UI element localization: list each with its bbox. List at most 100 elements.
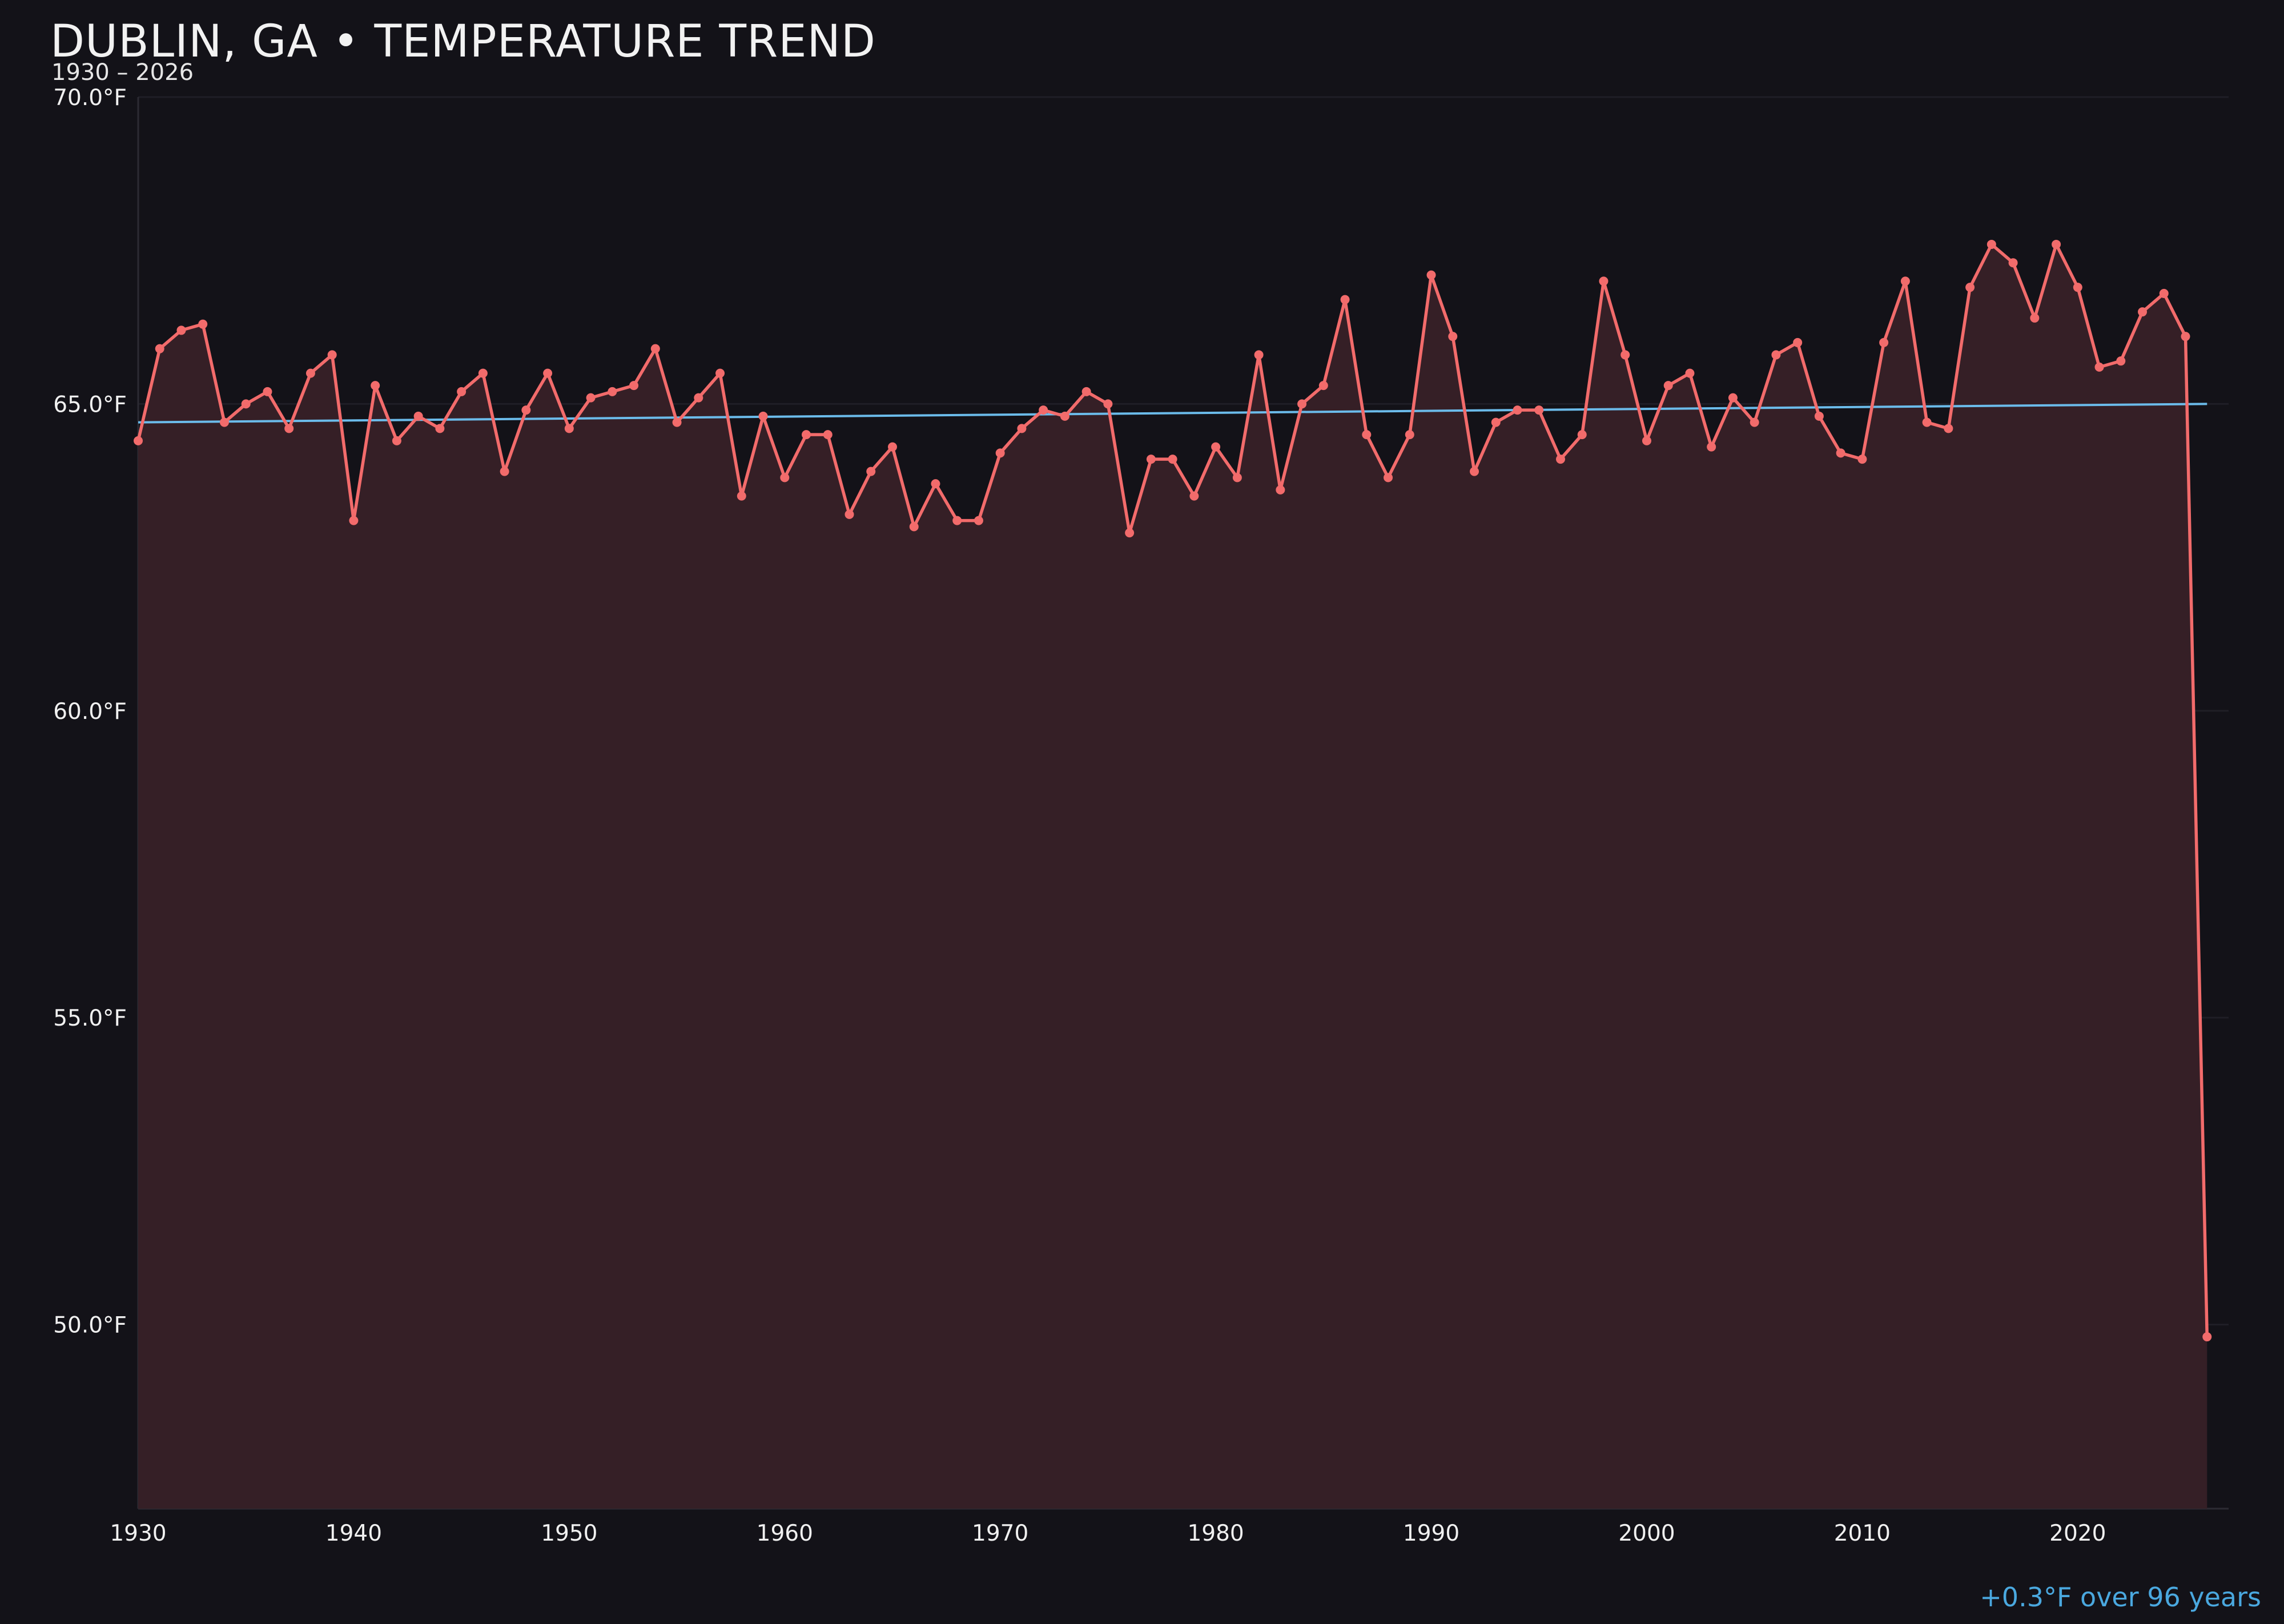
x-tick-label: 1940	[325, 1521, 382, 1546]
data-point	[845, 509, 854, 519]
data-point	[2159, 288, 2169, 298]
data-point	[1060, 411, 1069, 421]
data-point	[1103, 399, 1113, 409]
data-point	[1039, 405, 1048, 415]
data-point	[952, 516, 962, 525]
y-tick-label: 60.0°F	[53, 699, 127, 725]
x-tick-label: 1970	[972, 1521, 1028, 1546]
data-point	[823, 430, 833, 440]
data-point	[176, 325, 186, 335]
data-point	[241, 399, 251, 409]
data-point	[1340, 295, 1350, 304]
data-point	[1900, 276, 1910, 286]
data-point	[1987, 239, 1996, 249]
data-point	[1254, 350, 1264, 360]
series-area-fill	[138, 244, 2207, 1509]
data-point	[349, 516, 359, 525]
data-point	[672, 417, 682, 427]
data-point	[457, 387, 467, 396]
data-point	[1793, 337, 1803, 347]
data-point	[2138, 307, 2148, 317]
data-point	[1555, 455, 1565, 464]
data-point	[435, 424, 445, 433]
x-tick-label: 1930	[110, 1521, 166, 1546]
data-point	[1750, 417, 1759, 427]
data-point	[521, 405, 531, 415]
data-point	[2030, 313, 2040, 323]
data-point	[1405, 430, 1414, 440]
data-point	[327, 350, 337, 360]
data-point	[1146, 455, 1156, 464]
data-point	[931, 479, 940, 489]
x-tick-label: 1980	[1187, 1521, 1244, 1546]
data-point	[263, 387, 272, 396]
y-tick-label: 65.0°F	[53, 392, 127, 417]
data-point	[1081, 387, 1091, 396]
chart-subtitle: 1930 – 2026	[51, 59, 194, 86]
data-point	[1470, 467, 1479, 476]
data-point	[1663, 381, 1673, 391]
data-point	[1707, 442, 1716, 452]
x-tick-label: 2010	[1834, 1521, 1891, 1546]
data-point	[1362, 430, 1372, 440]
data-point	[392, 436, 401, 445]
data-point	[1189, 491, 1199, 501]
data-point	[909, 522, 919, 532]
data-point	[1276, 485, 1285, 495]
data-point	[1232, 473, 1242, 483]
x-tick-label: 2000	[1618, 1521, 1675, 1546]
data-point	[887, 442, 897, 452]
data-point	[1577, 430, 1587, 440]
data-point	[305, 368, 315, 378]
data-point	[543, 368, 553, 378]
data-point	[995, 448, 1005, 458]
data-point	[1879, 337, 1889, 347]
data-point	[500, 467, 509, 476]
data-point	[1922, 417, 1932, 427]
data-point	[2202, 1332, 2212, 1342]
data-point	[2008, 258, 2018, 268]
data-point	[715, 368, 725, 378]
data-point	[1728, 393, 1738, 403]
data-point	[1017, 424, 1027, 433]
series-marks	[134, 239, 2212, 1509]
data-point	[2073, 283, 2082, 292]
chart-title: DUBLIN, GA • TEMPERATURE TREND	[50, 16, 876, 67]
trend-summary: +0.3°F over 96 years	[1980, 1582, 2261, 1613]
data-point	[1448, 332, 1458, 341]
x-tick-label: 2020	[2049, 1521, 2106, 1546]
data-point	[1599, 276, 1609, 286]
data-point	[1426, 270, 1436, 280]
data-point	[413, 411, 423, 421]
data-point	[1944, 424, 1953, 433]
data-point	[198, 319, 208, 329]
data-point	[478, 368, 488, 378]
data-point	[650, 344, 660, 353]
data-point	[1965, 283, 1975, 292]
data-point	[1857, 455, 1867, 464]
x-tick-label: 1960	[757, 1521, 813, 1546]
data-point	[586, 393, 596, 403]
data-point	[1814, 411, 1824, 421]
data-point	[284, 424, 294, 433]
data-point	[1836, 448, 1845, 458]
data-point	[1513, 405, 1522, 415]
y-tick-label: 70.0°F	[53, 85, 127, 111]
data-point	[1318, 381, 1328, 391]
data-point	[219, 417, 229, 427]
x-tick-label: 1950	[541, 1521, 597, 1546]
x-tick-label: 1990	[1403, 1521, 1459, 1546]
data-point	[564, 424, 574, 433]
data-point	[2116, 356, 2126, 366]
data-point	[866, 467, 876, 476]
tick-labels: 50.0°F 55.0°F 60.0°F 65.0°F 70.0°F 1930 1940 19…	[53, 85, 2106, 1546]
data-point	[1771, 350, 1781, 360]
data-point	[1642, 436, 1651, 445]
data-point	[155, 344, 164, 353]
data-point	[758, 411, 768, 421]
data-point	[1125, 528, 1135, 538]
data-point	[2181, 332, 2190, 341]
data-point	[1685, 368, 1695, 378]
y-tick-label: 55.0°F	[53, 1006, 127, 1031]
